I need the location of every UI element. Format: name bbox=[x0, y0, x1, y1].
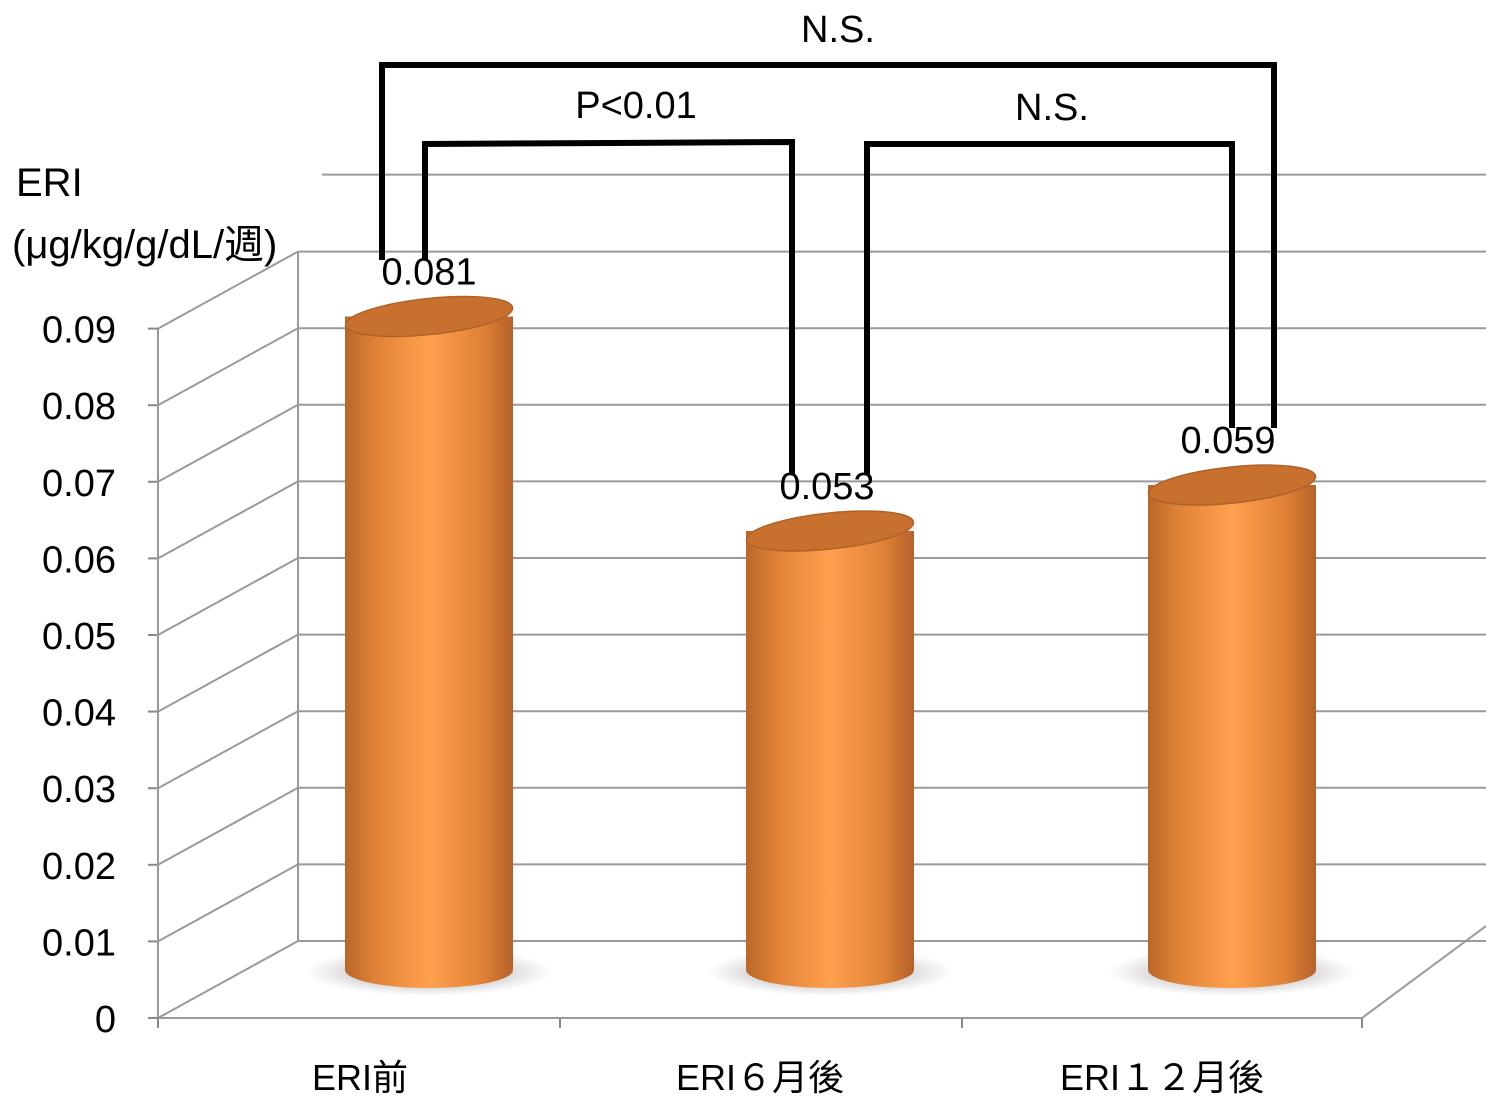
bar-3: 0.059 bbox=[1108, 420, 1356, 996]
gridline-diagonal bbox=[157, 327, 299, 407]
bar-top bbox=[745, 510, 915, 552]
y-tick-label: 0.05 bbox=[42, 616, 116, 658]
x-axis-categories: ERI前 ERI６月後 ERI１２月後 bbox=[312, 1057, 1264, 1098]
gridline-diagonal bbox=[157, 633, 299, 713]
y-tick-label: 0.06 bbox=[42, 539, 116, 581]
data-label: 0.053 bbox=[779, 466, 874, 508]
data-label: 0.059 bbox=[1180, 420, 1275, 462]
bar-top bbox=[344, 295, 514, 338]
gridline-diagonal bbox=[157, 250, 299, 330]
y-tick-label: 0.01 bbox=[42, 922, 116, 964]
x-category-label: ERI前 bbox=[312, 1057, 408, 1098]
gridline-diagonal bbox=[157, 710, 299, 790]
y-tick-label: 0.09 bbox=[42, 310, 116, 352]
bar-body bbox=[746, 531, 914, 988]
y-tick-label: 0.02 bbox=[42, 846, 116, 888]
x-category-label: ERI６月後 bbox=[676, 1057, 844, 1098]
gridline-diagonal bbox=[157, 403, 299, 483]
gridline-diagonal bbox=[157, 863, 299, 943]
significance-bracket-1: P<0.01 bbox=[422, 85, 795, 474]
significance-brackets: P<0.01 N.S. N.S. bbox=[379, 9, 1277, 474]
y-axis-label-line1: ERI bbox=[16, 161, 83, 205]
bar-2: 0.053 bbox=[706, 466, 954, 996]
significance-bracket-2: N.S. bbox=[864, 87, 1235, 474]
y-tick-label: 0.07 bbox=[42, 463, 116, 505]
y-tick-label: 0.08 bbox=[42, 386, 116, 428]
y-tick-label: 0.04 bbox=[42, 693, 116, 735]
bar-top bbox=[1147, 464, 1317, 506]
bar-1: 0.081 bbox=[305, 252, 553, 996]
floor-right-edge bbox=[1361, 925, 1486, 1019]
y-axis-label-line2: (μg/kg/g/dL/週) bbox=[12, 223, 277, 267]
gridline-diagonal bbox=[157, 786, 299, 866]
significance-bracket-3: N.S. bbox=[379, 9, 1277, 428]
bracket-line bbox=[422, 138, 795, 474]
y-tick-label: 0 bbox=[95, 999, 116, 1041]
significance-label: N.S. bbox=[1015, 87, 1089, 129]
bracket-line bbox=[379, 62, 1277, 428]
significance-label: N.S. bbox=[801, 9, 875, 51]
data-label: 0.081 bbox=[381, 252, 476, 294]
bracket-line bbox=[864, 141, 1235, 474]
significance-label: P<0.01 bbox=[575, 85, 697, 127]
x-category-label: ERI１２月後 bbox=[1060, 1057, 1264, 1098]
bars: 0.081 0.053 0.059 bbox=[305, 252, 1356, 996]
y-axis-ticks: 0 0.01 0.02 0.03 0.04 0.05 0.06 0.07 0.08 0.09 bbox=[42, 310, 116, 1041]
gridline-diagonal bbox=[157, 557, 299, 636]
gridline-diagonal bbox=[157, 480, 299, 560]
bar-body bbox=[345, 316, 513, 988]
gridline-diagonal bbox=[157, 940, 299, 1019]
y-tick-label: 0.03 bbox=[42, 769, 116, 811]
bar-body bbox=[1148, 485, 1316, 988]
